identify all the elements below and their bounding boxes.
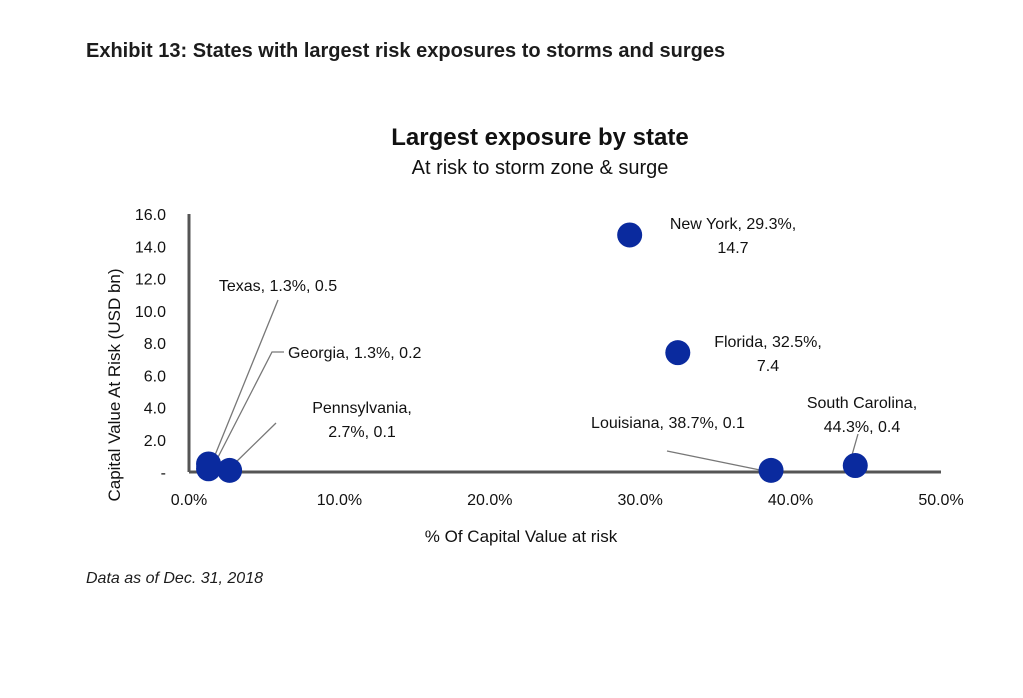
point-florida [665, 340, 691, 366]
y-tick-label: 6.0 [144, 368, 166, 385]
x-tick-label: 0.0% [171, 492, 207, 509]
point-label-texas: Texas, 1.3%, 0.5 [219, 278, 337, 295]
leader-line-pennsylvania [231, 422, 277, 467]
x-tick-label: 10.0% [317, 492, 362, 509]
point-georgia [196, 456, 222, 482]
point-label-new-york: New York, 29.3%, [670, 216, 796, 233]
y-tick-label: - [161, 465, 166, 482]
y-tick-label: 2.0 [144, 433, 166, 450]
point-new-york [617, 222, 643, 248]
y-tick-label: 8.0 [144, 336, 166, 353]
leader-line-louisiana [666, 450, 761, 471]
y-axis-label: Capital Value At Risk (USD bn) [105, 268, 124, 501]
point-label-louisiana: Louisiana, 38.7%, 0.1 [591, 415, 745, 432]
point-south-carolina [842, 453, 868, 479]
leader-line-south-carolina [851, 433, 859, 456]
leader-line-georgia [213, 351, 284, 466]
y-tick-label: 4.0 [144, 401, 166, 418]
chart-title: Largest exposure by state [391, 124, 688, 151]
chart-subtitle: At risk to storm zone & surge [412, 157, 669, 179]
point-label-south-carolina: 44.3%, 0.4 [824, 419, 901, 436]
x-axis-label: % Of Capital Value at risk [425, 527, 618, 546]
point-label-georgia: Georgia, 1.3%, 0.2 [288, 345, 422, 362]
y-tick-label: 10.0 [135, 304, 166, 321]
point-label-south-carolina: South Carolina, [807, 395, 917, 412]
point-pennsylvania [217, 457, 243, 483]
exhibit-title: Exhibit 13: States with largest risk exp… [86, 40, 726, 62]
y-tick-label: 14.0 [135, 239, 166, 256]
x-tick-label: 40.0% [768, 492, 813, 509]
x-tick-label: 30.0% [618, 492, 663, 509]
y-tick-label: 16.0 [135, 207, 166, 224]
point-label-pennsylvania: Pennsylvania, [312, 400, 412, 417]
point-label-pennsylvania: 2.7%, 0.1 [328, 424, 396, 441]
y-tick-label: 12.0 [135, 272, 166, 289]
point-label-florida: 7.4 [757, 358, 779, 375]
point-label-florida: Florida, 32.5%, [714, 334, 822, 351]
x-tick-label: 20.0% [467, 492, 512, 509]
point-label-new-york: 14.7 [717, 240, 748, 257]
point-louisiana [758, 457, 784, 483]
x-tick-label: 50.0% [918, 492, 963, 509]
data-note: Data as of Dec. 31, 2018 [86, 570, 263, 587]
leader-line-texas [210, 299, 279, 466]
